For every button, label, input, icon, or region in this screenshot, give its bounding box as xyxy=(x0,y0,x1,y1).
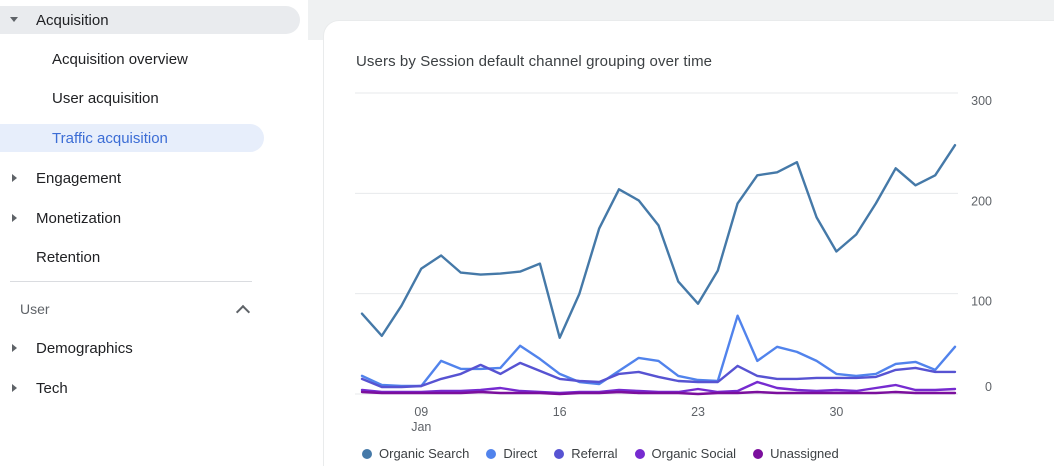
caret-right-icon xyxy=(12,383,17,392)
sidebar-item-label: User acquisition xyxy=(52,89,159,107)
y-axis-tick-label: 200 xyxy=(971,194,992,208)
caret-right-icon xyxy=(12,343,17,352)
series-line-unassigned xyxy=(360,390,957,396)
series-line-direct xyxy=(360,314,957,388)
sidebar-item-label: Retention xyxy=(36,248,101,266)
sidebar-item-demographics[interactable]: Demographics xyxy=(0,334,133,362)
sidebar-item-acquisition-overview[interactable]: Acquisition overview xyxy=(0,45,188,73)
sidebar-item-engagement[interactable]: Engagement xyxy=(0,164,121,192)
sidebar-item-label: Acquisition overview xyxy=(52,50,188,68)
sidebar-item-user-acquisition[interactable]: User acquisition xyxy=(0,84,159,112)
sidebar-item-label: Traffic acquisition xyxy=(52,129,168,147)
sidebar-item-label: Acquisition xyxy=(36,11,109,29)
legend-label: Direct xyxy=(503,446,538,461)
legend-dot-icon xyxy=(486,448,497,459)
chart-legend: Organic Search Direct Referral Organic Soci… xyxy=(362,446,839,461)
legend-dot-icon xyxy=(753,448,764,459)
legend-dot-icon xyxy=(362,448,372,459)
series-line-organic-search xyxy=(360,143,957,339)
legend-dot-icon xyxy=(634,448,645,459)
legend-label: Organic Search xyxy=(379,446,470,461)
caret-right-icon xyxy=(12,173,17,182)
sidebar-item-label: Engagement xyxy=(36,169,122,187)
x-axis-tick-label: 16 xyxy=(553,405,567,419)
legend-label: Organic Social xyxy=(651,446,737,461)
sidebar-item-retention[interactable]: Retention xyxy=(0,243,100,271)
y-axis-tick-label: 100 xyxy=(971,295,992,309)
x-axis-tick-label: 09 xyxy=(414,405,428,419)
legend-item-referral: Referral xyxy=(554,446,618,461)
chevron-up-icon xyxy=(235,304,251,320)
legend-item-organic-search: Organic Search xyxy=(362,446,469,461)
sidebar-item-tech[interactable]: Tech xyxy=(0,374,68,402)
legend-item-direct: Direct xyxy=(486,446,537,461)
caret-right-icon xyxy=(12,213,17,222)
sidebar-item-label: Monetization xyxy=(36,209,122,227)
sidebar-item-traffic-acquisition-selected[interactable]: Traffic acquisition xyxy=(0,124,264,152)
chart-title: Users by Session default channel groupin… xyxy=(356,53,713,70)
x-axis-tick-label: 30 xyxy=(829,405,843,419)
sidebar-item-label: Tech xyxy=(36,379,68,397)
legend-label: Unassigned xyxy=(770,446,839,461)
sidebar-item-acquisition[interactable]: Acquisition xyxy=(0,6,300,34)
sidebar-item-label: Demographics xyxy=(36,339,133,357)
legend-item-unassigned: Unassigned xyxy=(753,446,839,461)
sidebar: Acquisition Acquisition overview User ac… xyxy=(0,0,303,466)
series-line-organic-social xyxy=(360,380,957,395)
x-axis-tick-label: 23 xyxy=(691,405,705,419)
y-axis-tick-label: 300 xyxy=(971,94,992,108)
sidebar-divider xyxy=(10,281,252,282)
caret-down-icon xyxy=(10,17,18,22)
legend-label: Referral xyxy=(571,446,618,461)
legend-item-organic-social: Organic Social xyxy=(634,446,737,461)
sidebar-section-user[interactable]: User xyxy=(0,295,264,323)
x-axis-tick-sublabel: Jan xyxy=(411,420,431,434)
y-axis-tick-label: 0 xyxy=(985,380,992,394)
sidebar-item-monetization[interactable]: Monetization xyxy=(0,204,121,232)
sidebar-section-label: User xyxy=(20,301,50,317)
series-line-referral xyxy=(360,361,957,389)
legend-dot-icon xyxy=(554,448,565,459)
